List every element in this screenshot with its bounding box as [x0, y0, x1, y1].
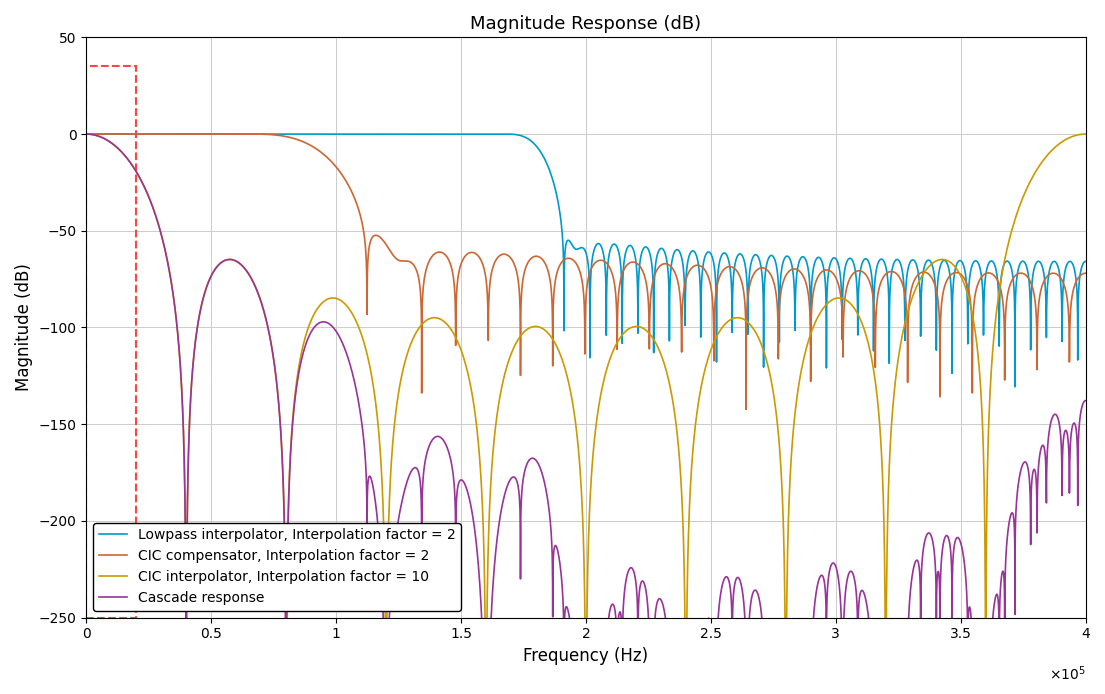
CIC compensator, Interpolation factor = 2 — [1078, 269, 1092, 278]
CIC compensator, Interpolation factor = 2 — [130, 130, 144, 138]
CIC compensator, Interpolation factor = 2 — [671, 277, 684, 285]
Cascade response — [130, 168, 144, 176]
CIC compensator, Interpolation factor = 2 — [442, 255, 455, 263]
Y-axis label: Magnitude (dB): Magnitude (dB) — [15, 264, 33, 391]
Cascade response — [441, 446, 454, 454]
X-axis label: Frequency (Hz): Frequency (Hz) — [524, 647, 649, 665]
Lowpass interpolator, Interpolation factor = 2 — [80, 130, 93, 138]
Title: Magnitude Response (dB): Magnitude Response (dB) — [471, 15, 702, 33]
Line: CIC interpolator, Interpolation factor = 10: CIC interpolator, Interpolation factor =… — [86, 134, 1085, 694]
CIC compensator, Interpolation factor = 2 — [80, 130, 93, 138]
Lowpass interpolator, Interpolation factor = 2 — [715, 252, 728, 260]
Line: Lowpass interpolator, Interpolation factor = 2: Lowpass interpolator, Interpolation fact… — [86, 134, 1085, 387]
CIC compensator, Interpolation factor = 2 — [821, 266, 834, 274]
Text: $\times10^5$: $\times10^5$ — [1049, 664, 1085, 683]
CIC interpolator, Interpolation factor = 10 — [80, 130, 93, 138]
Lowpass interpolator, Interpolation factor = 2 — [497, 130, 511, 138]
CIC interpolator, Interpolation factor = 10 — [671, 434, 684, 443]
Legend: Lowpass interpolator, Interpolation factor = 2, CIC compensator, Interpolation f: Lowpass interpolator, Interpolation fact… — [93, 523, 461, 611]
Lowpass interpolator, Interpolation factor = 2 — [130, 130, 144, 138]
Cascade response — [715, 586, 728, 594]
CIC compensator, Interpolation factor = 2 — [874, 279, 887, 287]
Lowpass interpolator, Interpolation factor = 2 — [441, 130, 454, 138]
Line: CIC compensator, Interpolation factor = 2: CIC compensator, Interpolation factor = … — [86, 134, 1085, 409]
CIC interpolator, Interpolation factor = 10 — [130, 168, 144, 176]
CIC interpolator, Interpolation factor = 10 — [821, 300, 834, 308]
CIC interpolator, Interpolation factor = 10 — [1078, 130, 1092, 138]
CIC compensator, Interpolation factor = 2 — [715, 269, 728, 278]
Lowpass interpolator, Interpolation factor = 2 — [1008, 382, 1021, 391]
Cascade response — [1078, 396, 1092, 405]
Lowpass interpolator, Interpolation factor = 2 — [671, 246, 684, 254]
CIC compensator, Interpolation factor = 2 — [241, 130, 254, 138]
Cascade response — [80, 130, 93, 138]
CIC compensator, Interpolation factor = 2 — [739, 405, 753, 414]
CIC interpolator, Interpolation factor = 10 — [874, 432, 887, 441]
Cascade response — [821, 591, 834, 599]
Lowpass interpolator, Interpolation factor = 2 — [874, 255, 887, 264]
Line: Cascade response: Cascade response — [86, 134, 1085, 694]
Lowpass interpolator, Interpolation factor = 2 — [821, 285, 834, 294]
Lowpass interpolator, Interpolation factor = 2 — [1078, 257, 1092, 266]
CIC interpolator, Interpolation factor = 10 — [441, 321, 454, 330]
CIC interpolator, Interpolation factor = 10 — [715, 325, 728, 333]
